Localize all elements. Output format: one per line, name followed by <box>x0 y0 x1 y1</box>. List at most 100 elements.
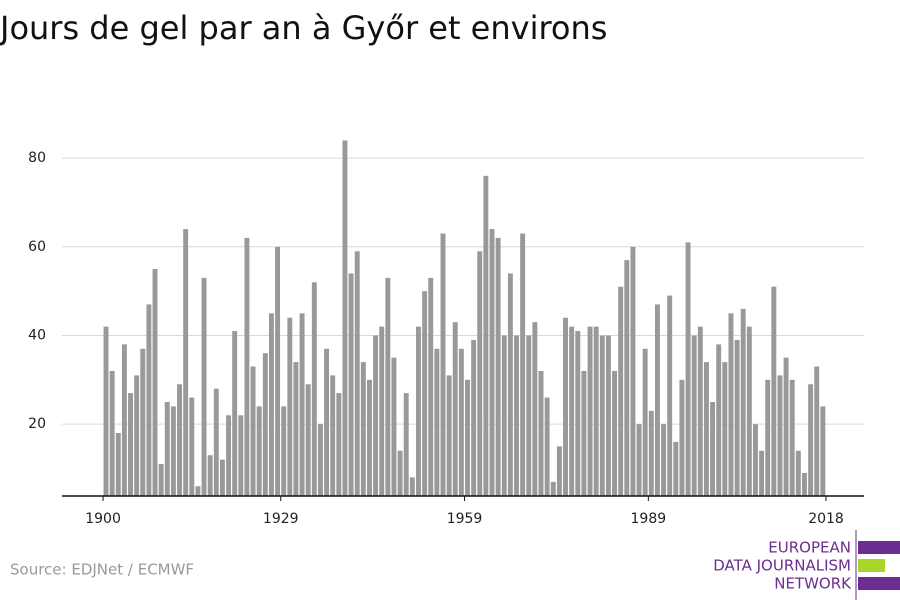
bar <box>544 397 550 496</box>
bar <box>624 260 630 496</box>
bar <box>667 295 673 496</box>
bar <box>642 348 648 496</box>
bar <box>532 322 538 496</box>
bar <box>581 370 587 496</box>
bar <box>636 424 642 496</box>
bar <box>275 246 281 496</box>
x-tick-label: 1929 <box>263 511 299 527</box>
bar <box>765 379 771 496</box>
bar <box>287 317 293 496</box>
bar <box>232 331 238 496</box>
bar <box>152 268 158 496</box>
bar <box>446 375 452 496</box>
logo-bar <box>858 577 900 590</box>
bar <box>556 446 562 496</box>
bar <box>679 379 685 496</box>
bar <box>305 384 311 496</box>
bar <box>777 375 783 496</box>
source: Source: EDJNet / ECMWF <box>10 561 194 579</box>
bar <box>183 229 189 496</box>
bar <box>348 273 354 496</box>
bar <box>189 397 195 496</box>
bar <box>324 348 330 496</box>
y-tick-label: 80 <box>28 150 46 166</box>
bar <box>109 370 115 496</box>
bar <box>128 393 133 496</box>
bar <box>170 406 176 496</box>
bar <box>495 237 501 496</box>
x-tick-label: 2018 <box>808 511 844 527</box>
bar <box>311 282 317 496</box>
bar <box>250 366 256 496</box>
bar <box>483 175 489 496</box>
bar <box>691 335 697 496</box>
bar <box>293 362 299 496</box>
bar <box>403 393 409 496</box>
bar <box>342 140 348 496</box>
x-tick-label: 1989 <box>631 511 667 527</box>
bar <box>612 370 618 496</box>
bar <box>226 415 232 496</box>
bar <box>514 335 519 496</box>
bar <box>385 277 391 496</box>
bar <box>520 233 526 496</box>
bar <box>360 362 366 496</box>
y-tick-label: 20 <box>28 416 46 432</box>
bar <box>618 286 624 496</box>
bar <box>330 375 336 496</box>
bar <box>673 441 679 496</box>
bar <box>422 291 428 496</box>
bar <box>740 308 746 496</box>
bar <box>734 339 740 496</box>
bar <box>140 348 146 496</box>
bar <box>716 344 722 496</box>
bar <box>158 464 164 496</box>
bar <box>262 353 268 496</box>
logo-text: EUROPEAN <box>768 539 851 557</box>
bar <box>201 277 207 496</box>
bar <box>416 326 421 496</box>
bar <box>569 326 575 496</box>
bar <box>752 424 758 496</box>
bar <box>563 317 568 496</box>
bar <box>605 335 611 496</box>
bar <box>710 402 716 496</box>
bar <box>477 251 483 496</box>
bar <box>397 450 403 496</box>
bar <box>722 362 728 496</box>
bar <box>746 326 752 496</box>
bar <box>802 472 807 496</box>
bar <box>440 233 446 496</box>
bar <box>471 339 477 496</box>
bar <box>630 246 636 496</box>
bar <box>195 486 201 496</box>
bar <box>489 229 495 496</box>
bar <box>244 237 250 496</box>
bar <box>164 402 170 496</box>
bar <box>452 322 458 496</box>
bar <box>458 348 464 496</box>
bar <box>661 424 667 496</box>
bar <box>587 326 593 496</box>
bar <box>820 406 826 496</box>
bar <box>115 433 121 496</box>
bar <box>177 384 182 496</box>
bar <box>685 242 691 496</box>
bar <box>121 344 127 496</box>
bar <box>103 326 109 496</box>
bar <box>428 277 434 496</box>
bar <box>501 335 507 496</box>
bar <box>465 379 470 496</box>
bar <box>654 304 660 496</box>
bar <box>538 370 544 496</box>
bar <box>256 406 262 496</box>
bar <box>134 375 140 496</box>
bar <box>219 459 225 496</box>
bar <box>728 313 734 496</box>
logo-bar <box>858 541 900 554</box>
bar <box>599 335 605 496</box>
bar <box>550 481 556 496</box>
logo-text: DATA JOURNALISM <box>713 557 851 575</box>
bar <box>814 366 820 496</box>
bar <box>526 335 532 496</box>
